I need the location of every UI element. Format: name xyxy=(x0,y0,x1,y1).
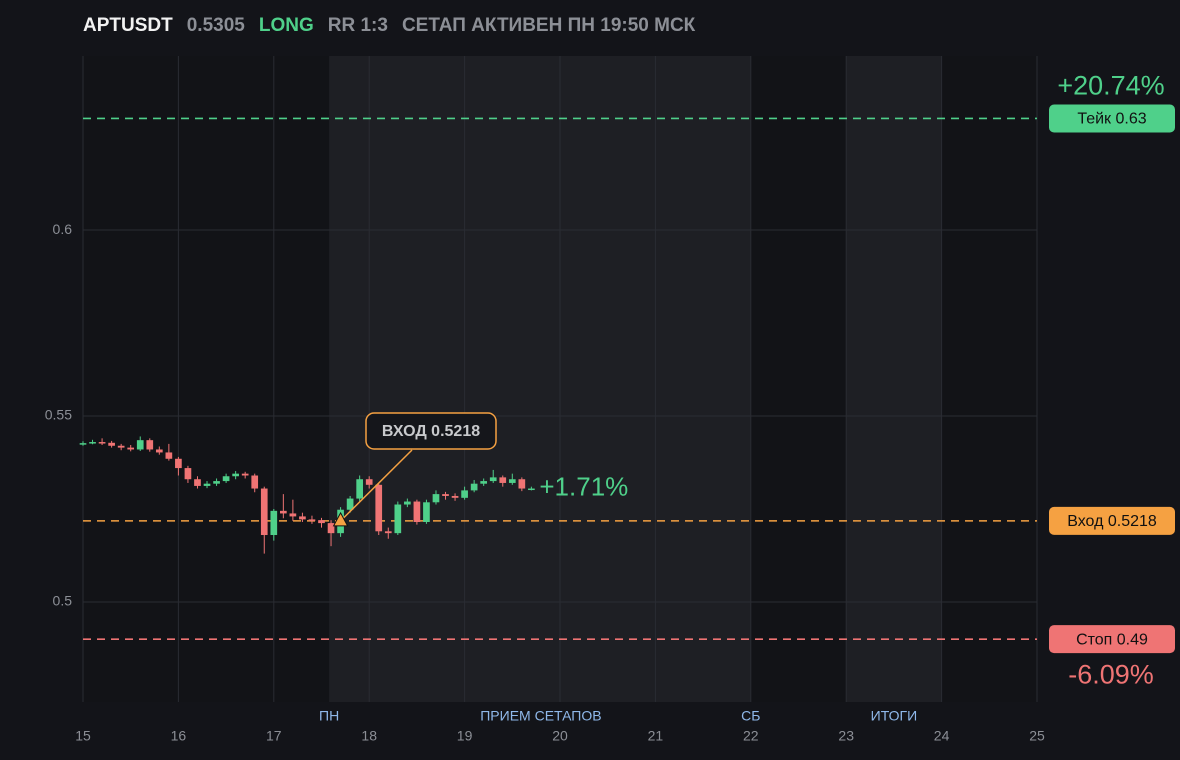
candle-body xyxy=(375,484,383,532)
candle-body xyxy=(127,447,135,450)
entry-label: ВХОД 0.5218 xyxy=(382,423,480,440)
current-change: +1.71% xyxy=(539,471,628,501)
candle-body xyxy=(280,510,287,514)
x-tick-label: 20 xyxy=(552,728,568,744)
status: СЕТАП АКТИВЕН ПН 19:50 МСК xyxy=(401,15,696,36)
candle-body xyxy=(365,479,373,485)
candle-body xyxy=(394,504,402,534)
candle-body xyxy=(108,442,115,446)
candle-body xyxy=(480,481,488,484)
level-label: Тейк 0.63 xyxy=(1077,111,1146,128)
candle-body xyxy=(222,476,230,482)
level-change: +20.74% xyxy=(1057,71,1164,101)
candle-body xyxy=(499,477,507,483)
candle-body xyxy=(470,483,478,491)
x-tick-label: 16 xyxy=(171,728,187,744)
session-zone xyxy=(846,56,942,702)
candle-body xyxy=(213,481,220,484)
y-tick-label: 0.5 xyxy=(53,593,73,609)
candle-body xyxy=(489,477,497,482)
candle-body xyxy=(432,494,440,503)
x-tick-label: 22 xyxy=(743,728,759,744)
candle-body xyxy=(194,479,201,486)
x-tick-label: 18 xyxy=(361,728,377,744)
candle-body xyxy=(117,445,125,448)
x-tick-label: 21 xyxy=(648,728,664,744)
candle-body xyxy=(318,520,325,524)
candle-body xyxy=(136,440,144,450)
candle-body xyxy=(165,452,173,459)
candle-body xyxy=(146,440,154,450)
candle-body xyxy=(260,488,268,536)
x-tick-label: 23 xyxy=(838,728,854,744)
y-tick-label: 0.6 xyxy=(53,221,73,237)
x-tick-label: 17 xyxy=(266,728,282,744)
session-label: СБ xyxy=(741,708,760,724)
candle-body xyxy=(184,468,192,480)
candle-body xyxy=(508,479,516,483)
x-tick-label: 25 xyxy=(1029,728,1045,744)
session-label: ИТОГИ xyxy=(871,708,918,724)
candle-body xyxy=(203,483,211,486)
level-change: -6.09% xyxy=(1068,659,1154,689)
x-tick-label: 15 xyxy=(75,728,91,744)
candle-body xyxy=(308,519,316,521)
candle-body xyxy=(155,449,163,453)
session-label: ПРИЕМ СЕТАПОВ xyxy=(480,708,601,724)
candle-body xyxy=(289,513,297,517)
header: APTUSDT 0.5305 LONG RR 1:3 СЕТАП АКТИВЕН… xyxy=(83,15,695,37)
entry-box xyxy=(365,412,497,450)
candle-body xyxy=(79,443,87,445)
candle-body xyxy=(327,523,335,534)
y-tick-label: 0.55 xyxy=(45,407,72,423)
candle-body xyxy=(270,510,278,536)
session-label: ПН xyxy=(319,708,339,724)
candle-body xyxy=(528,488,535,491)
x-tick-label: 24 xyxy=(934,728,950,744)
side: LONG xyxy=(258,15,314,36)
candle-body xyxy=(442,494,449,496)
candle-body xyxy=(423,502,430,522)
symbol: APTUSDT xyxy=(83,15,173,36)
candle-body xyxy=(175,458,182,469)
entry-marker xyxy=(332,511,349,527)
level-tag xyxy=(1049,506,1175,535)
risk-reward: RR 1:3 xyxy=(327,15,388,36)
candle-body xyxy=(299,516,306,520)
level-label: Вход 0.5218 xyxy=(1067,513,1157,530)
candle-body xyxy=(413,501,421,522)
price: 0.5305 xyxy=(186,15,245,36)
level-tag xyxy=(1049,625,1175,654)
candle-body xyxy=(98,442,106,444)
candle-body xyxy=(404,501,411,505)
candle-body xyxy=(461,490,468,498)
candle-body xyxy=(251,475,259,489)
candle-body xyxy=(232,473,239,477)
level-label: Стоп 0.49 xyxy=(1076,631,1148,648)
candle-body xyxy=(451,495,459,498)
level-tag xyxy=(1049,104,1175,133)
candle-body xyxy=(241,473,249,476)
candle-body xyxy=(89,442,96,444)
x-tick-label: 19 xyxy=(457,728,473,744)
candle-body xyxy=(518,479,526,489)
session-zone xyxy=(329,56,751,702)
candle-body xyxy=(384,531,392,534)
candle-body xyxy=(356,479,363,499)
entry-connector xyxy=(340,449,413,522)
candle-body xyxy=(346,498,354,510)
